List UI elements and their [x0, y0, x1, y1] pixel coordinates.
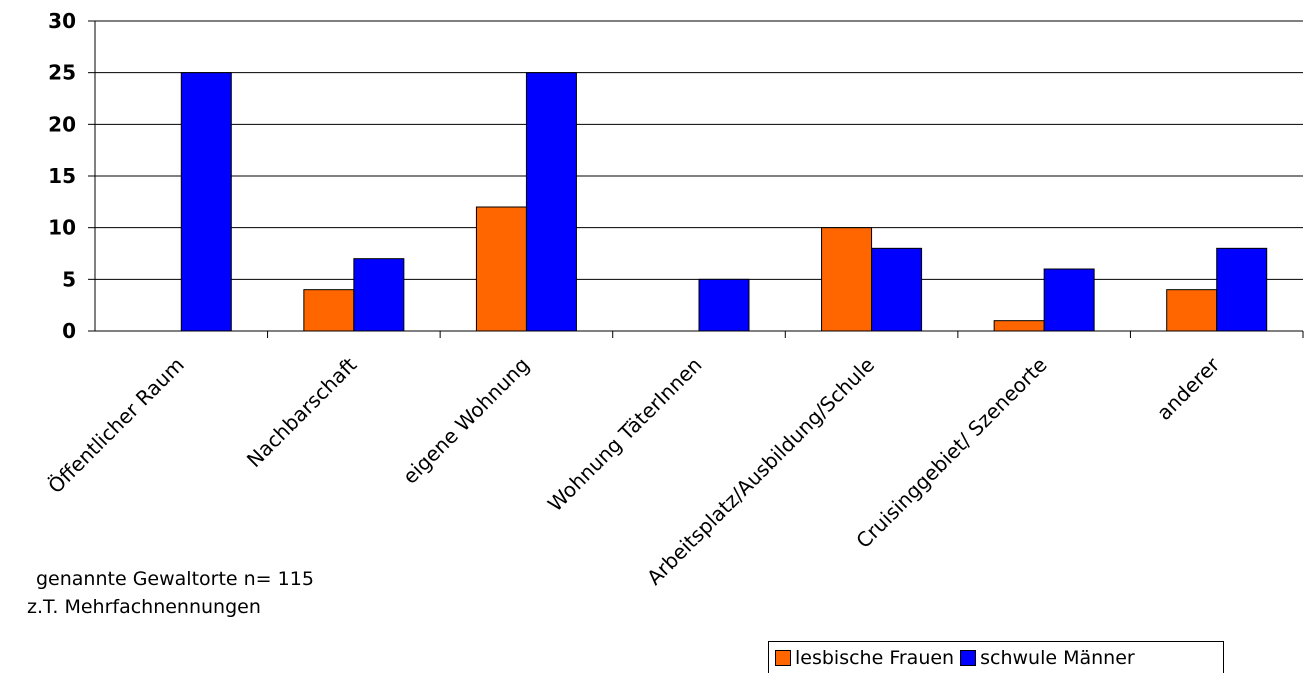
x-tick-label: Cruisinggebiet/ Szeneorte — [851, 353, 1051, 553]
y-tick-label: 15 — [48, 164, 76, 188]
x-tick-label: Nachbarschaft — [242, 352, 362, 472]
bar-schwule-maenner — [698, 278, 750, 332]
bar-lesbische-frauen — [1166, 289, 1218, 332]
note-multiple-answers: z.T. Mehrfachnennungen — [27, 596, 261, 618]
bar-schwule-maenner — [871, 247, 923, 332]
y-tick-label: 20 — [48, 112, 76, 136]
x-tick-label: anderer — [1152, 352, 1225, 425]
bar-lesbische-frauen — [475, 206, 527, 332]
legend-swatch-schwule-maenner — [960, 649, 977, 666]
bar-schwule-maenner — [1043, 268, 1095, 332]
y-tick-label: 0 — [62, 319, 76, 343]
y-tick-label: 25 — [48, 61, 76, 85]
legend-swatch-lesbische-frauen — [775, 649, 791, 666]
bar-lesbische-frauen — [993, 320, 1045, 332]
axes — [88, 20, 1304, 338]
x-tick-labels: Öffentlicher Raum Nachbarschaft eigene Woh… — [43, 352, 1225, 590]
y-tick-label: 5 — [62, 267, 76, 291]
y-tick-label: 10 — [48, 216, 76, 240]
legend-label-lesbische-frauen: lesbische Frauen — [795, 646, 955, 669]
legend: lesbische Frauen schwule Männer — [768, 641, 1224, 673]
note-total-count: genannte Gewaltorte n= 115 — [36, 568, 314, 590]
x-tick-label: eigene Wohnung — [398, 353, 534, 489]
x-tick-label: Wohnung TäterInnen — [543, 353, 707, 517]
bar-schwule-maenner — [1216, 247, 1268, 332]
y-tick-label: 30 — [48, 9, 76, 33]
gridlines — [95, 20, 1303, 280]
legend-item-lesbische-frauen: lesbische Frauen — [775, 647, 954, 669]
bar-lesbische-frauen — [821, 227, 873, 332]
bars — [180, 72, 1268, 332]
legend-label-schwule-maenner: schwule Männer — [980, 646, 1135, 669]
legend-item-schwule-maenner: schwule Männer — [960, 647, 1135, 669]
bar-schwule-maenner — [353, 258, 405, 332]
bar-schwule-maenner — [525, 72, 577, 332]
bar-lesbische-frauen — [303, 289, 355, 332]
y-tick-labels: 0 5 10 15 20 25 30 — [48, 9, 76, 343]
x-tick-label: Öffentlicher Raum — [43, 353, 189, 499]
bar-schwule-maenner — [180, 72, 232, 332]
